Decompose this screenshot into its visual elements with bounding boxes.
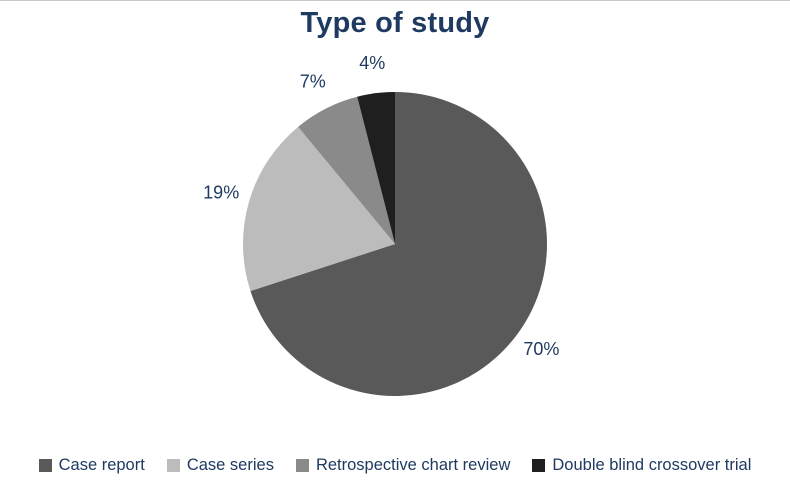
legend-item-case-report: Case report: [38, 456, 145, 475]
pie-slice-retrospective-chart-review: [298, 96, 395, 244]
pie-slice-case-report: [250, 92, 548, 396]
pie-slice-double-blind-crossover-trial: [357, 92, 395, 244]
legend-label-double-blind-crossover-trial: Double blind crossover trial: [552, 456, 752, 474]
pie-chart: 70% 19% 7% 4%: [203, 53, 559, 396]
legend-swatch-retrospective-chart-review: [295, 459, 309, 472]
legend-label-retrospective-chart-review: Retrospective chart review: [315, 456, 511, 474]
legend-item-retrospective-chart-review: Retrospective chart review: [295, 456, 511, 475]
legend-item-double-blind-crossover-trial: Double blind crossover trial: [532, 456, 751, 475]
legend-swatch-double-blind-crossover-trial: [532, 459, 546, 472]
data-label-retrospective-chart-review: 7%: [300, 71, 326, 91]
legend-swatch-case-report: [38, 459, 52, 472]
data-label-case-series: 19%: [203, 182, 239, 202]
chart-legend: Case report Case series Retrospective char…: [0, 456, 790, 475]
legend-swatch-case-series: [166, 459, 180, 472]
data-label-case-report: 70%: [523, 339, 559, 359]
legend-label-case-report: Case report: [58, 456, 145, 474]
chart-title: Type of study: [300, 7, 490, 39]
pie-slice-case-series: [242, 126, 395, 291]
data-label-double-blind-crossover-trial: 4%: [359, 53, 385, 73]
legend-label-case-series: Case series: [186, 456, 274, 474]
legend-item-case-series: Case series: [166, 456, 274, 475]
